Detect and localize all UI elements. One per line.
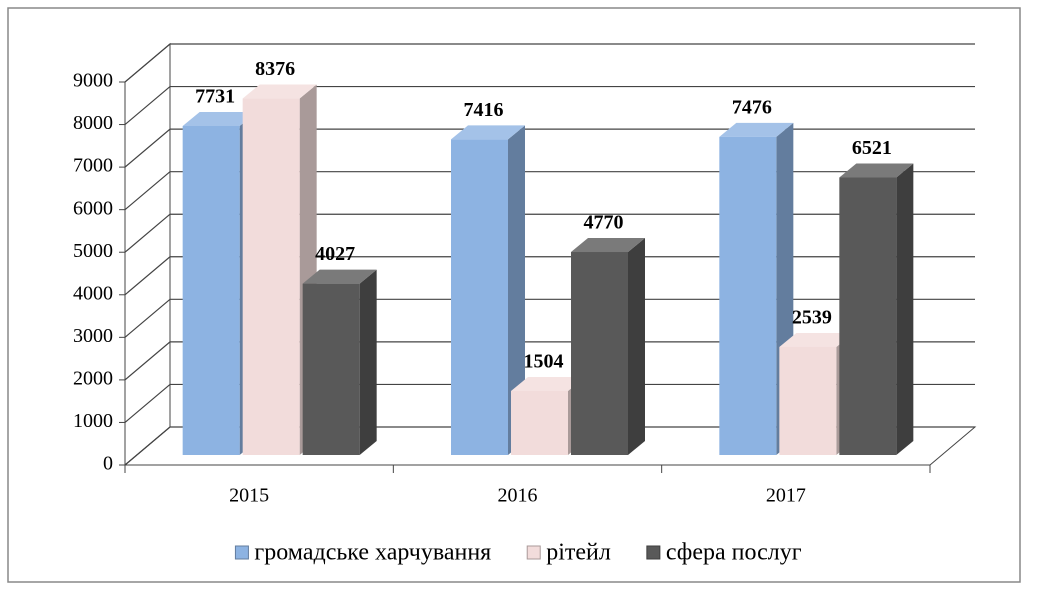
grid-line bbox=[124, 256, 975, 296]
y-tick-label: 1000 bbox=[73, 410, 113, 432]
bar-top bbox=[302, 269, 377, 284]
bar bbox=[779, 346, 837, 455]
y-tick-label: 5000 bbox=[73, 240, 113, 262]
bar-top bbox=[451, 125, 525, 140]
y-tick-label: 2000 bbox=[73, 367, 113, 389]
grid-line bbox=[124, 213, 975, 253]
x-tick-label: 2015 bbox=[229, 485, 269, 507]
grid-line bbox=[124, 298, 975, 338]
bar-top bbox=[719, 122, 794, 137]
value-label: 2539 bbox=[792, 307, 832, 329]
grid-line bbox=[124, 383, 975, 423]
grid-line bbox=[124, 341, 975, 381]
x-tick-label: 2017 bbox=[766, 485, 806, 507]
bar-side bbox=[508, 125, 525, 456]
bar bbox=[571, 252, 628, 455]
y-tick-label: 0 bbox=[103, 453, 113, 475]
grid-line bbox=[124, 171, 975, 211]
y-tick-label: 3000 bbox=[73, 325, 113, 347]
legend-swatch bbox=[646, 545, 661, 560]
grid-line bbox=[124, 426, 975, 466]
legend-label: рітейл bbox=[546, 540, 611, 566]
y-tick-label: 8000 bbox=[73, 112, 113, 134]
value-label: 4027 bbox=[315, 243, 355, 265]
grid-line bbox=[124, 43, 975, 83]
y-tick-label: 6000 bbox=[73, 197, 113, 219]
y-tick-label: 9000 bbox=[73, 70, 113, 92]
grid-line bbox=[124, 85, 975, 126]
legend-label: сфера послуг bbox=[666, 540, 802, 566]
bar bbox=[451, 139, 508, 455]
bar-side bbox=[628, 238, 645, 455]
grid-line bbox=[124, 128, 975, 168]
value-label: 6521 bbox=[852, 137, 892, 159]
y-tick-label: 4000 bbox=[73, 282, 113, 304]
bar-top bbox=[571, 238, 645, 253]
y-tick-label: 7000 bbox=[73, 155, 113, 177]
bar-side bbox=[896, 163, 914, 455]
bar bbox=[302, 283, 360, 455]
bar bbox=[719, 136, 777, 455]
legend-label: громадське харчування bbox=[254, 540, 491, 566]
x-tick-label: 2016 bbox=[498, 485, 538, 507]
value-label: 8376 bbox=[255, 58, 295, 80]
bar-top bbox=[839, 163, 914, 178]
value-label: 1504 bbox=[524, 351, 564, 373]
bar bbox=[242, 98, 300, 456]
legend-swatch bbox=[234, 545, 249, 560]
bar bbox=[182, 126, 240, 456]
bar-top bbox=[242, 84, 317, 99]
bar bbox=[511, 390, 568, 455]
value-label: 7476 bbox=[732, 96, 772, 118]
value-label: 7731 bbox=[195, 86, 235, 108]
value-label: 4770 bbox=[584, 212, 624, 234]
bar-top bbox=[779, 332, 854, 347]
bar-side bbox=[359, 269, 377, 455]
bar-top bbox=[511, 376, 585, 391]
legend-swatch bbox=[526, 545, 541, 560]
bar bbox=[839, 177, 897, 455]
value-label: 7416 bbox=[464, 99, 504, 121]
bar-top bbox=[182, 112, 257, 127]
